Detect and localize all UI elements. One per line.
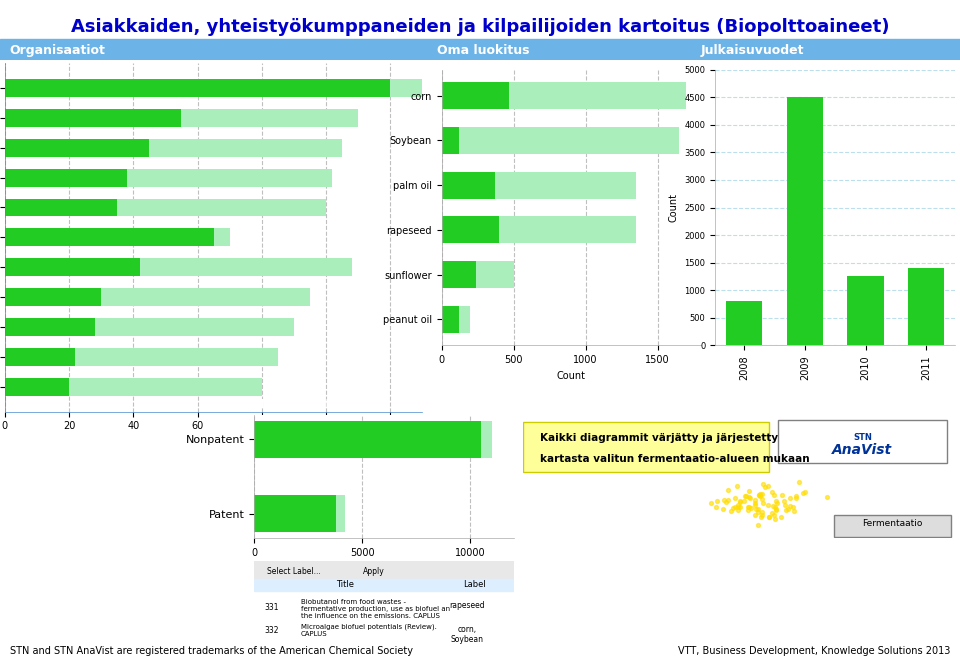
Bar [5, 348, 277, 366]
Text: STN and STN AnaVist are registered trademarks of the American Chemical Society: STN and STN AnaVist are registered trade… [10, 645, 413, 656]
Text: Organisaatiot: Organisaatiot [10, 44, 106, 57]
Bar [254, 420, 481, 457]
Bar [5, 288, 310, 306]
Bar [442, 261, 514, 288]
Text: Apply: Apply [363, 567, 385, 576]
Bar [5, 378, 262, 396]
Text: Title: Title [336, 580, 354, 590]
Bar [442, 261, 476, 288]
Bar [5, 79, 391, 97]
FancyBboxPatch shape [523, 422, 770, 471]
Bar [442, 82, 509, 109]
Bar [5, 169, 127, 187]
Bar [442, 306, 470, 333]
Bar [786, 98, 823, 345]
Bar [5, 199, 117, 216]
Y-axis label: Count: Count [669, 193, 679, 222]
Text: Kaikki diagrammit värjätty ja järjestetty: Kaikki diagrammit värjätty ja järjestett… [540, 433, 779, 443]
Text: Label: Label [464, 580, 486, 590]
Bar [442, 127, 459, 154]
Text: Select Label...: Select Label... [267, 567, 321, 576]
Text: Dokumenttityypit: Dokumenttityypit [259, 398, 383, 412]
Bar [442, 216, 499, 243]
Text: AnaVist: AnaVist [832, 444, 893, 457]
Bar [5, 199, 326, 216]
Bar [5, 258, 140, 276]
Text: Kartta: Kartta [532, 398, 576, 412]
FancyBboxPatch shape [834, 515, 950, 537]
FancyBboxPatch shape [778, 420, 947, 463]
Text: rapeseed: rapeseed [449, 601, 485, 610]
Text: 332: 332 [265, 626, 279, 635]
Bar [908, 268, 945, 345]
Text: Microalgae biofuel potentials (Review).
CAPLUS: Microalgae biofuel potentials (Review). … [301, 623, 437, 637]
Bar [442, 306, 459, 333]
Bar [5, 139, 342, 157]
Bar [254, 495, 346, 533]
Bar [5, 258, 351, 276]
X-axis label: Count: Count [557, 371, 586, 380]
Bar [5, 169, 332, 187]
Bar [5, 109, 181, 127]
Bar [5, 378, 69, 396]
Bar [848, 276, 884, 345]
Text: Fermentaatio: Fermentaatio [862, 519, 923, 528]
Bar [442, 172, 495, 199]
Bar [254, 495, 337, 533]
Text: Asiakkaiden, yhteistyökumppaneiden ja kilpailijoiden kartoitus (Biopolttoaineet): Asiakkaiden, yhteistyökumppaneiden ja ki… [71, 18, 889, 36]
Text: Oma luokitus: Oma luokitus [437, 44, 529, 57]
Bar [5, 228, 213, 246]
Bar [5, 228, 229, 246]
Bar [5, 348, 76, 366]
Text: Biobutanol from food wastes -
fermentative production, use as biofuel an
the inf: Biobutanol from food wastes - fermentati… [301, 600, 450, 620]
Text: 331: 331 [265, 602, 279, 612]
Bar [442, 216, 636, 243]
Bar [5, 79, 422, 97]
Bar [442, 127, 679, 154]
Bar [5, 139, 150, 157]
Bar [442, 82, 686, 109]
Bar [5, 109, 358, 127]
Bar [5, 288, 101, 306]
Bar [0, 39, 960, 60]
Bar [254, 420, 492, 457]
Text: VTT, Business Development, Knowledge Solutions 2013: VTT, Business Development, Knowledge Sol… [678, 645, 950, 656]
Text: Julkaisuvuodet: Julkaisuvuodet [701, 44, 804, 57]
Bar [254, 561, 514, 578]
Text: kartasta valitun fermentaatio-alueen mukaan: kartasta valitun fermentaatio-alueen muk… [540, 454, 810, 463]
Text: STN: STN [852, 432, 872, 442]
Text: Dokumentit: Dokumentit [259, 546, 342, 560]
Bar [442, 172, 636, 199]
Bar [254, 578, 514, 592]
Bar [726, 301, 762, 345]
Bar [5, 318, 95, 336]
Text: corn,
Soybean: corn, Soybean [450, 625, 484, 644]
Bar [5, 318, 294, 336]
